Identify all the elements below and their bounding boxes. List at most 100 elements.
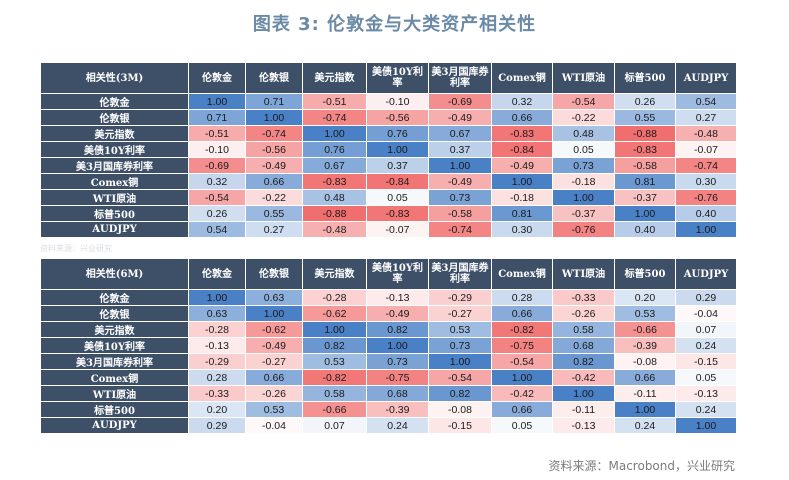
table-row: AUDJPY 0.54 0.27 -0.48 -0.07 -0.74 0.30 -0.76 0.…	[40, 221, 737, 238]
column-header: Comex铜	[491, 62, 553, 94]
heatmap-cell: 1.00	[675, 221, 737, 238]
row-label: 伦敦金	[40, 289, 189, 306]
column-header: 伦敦金	[188, 62, 246, 94]
heatmap-cell: 0.53	[614, 305, 676, 322]
heatmap-cell: -0.75	[366, 369, 429, 386]
heatmap-cell: 0.66	[245, 369, 303, 386]
heatmap-cell: 1.00	[428, 353, 492, 370]
heatmap-cell: -0.88	[614, 125, 676, 142]
heatmap-cell: 1.00	[491, 173, 553, 190]
matrix-title: 相关性(3M)	[40, 62, 189, 94]
heatmap-cell: 0.81	[491, 205, 553, 222]
heatmap-cell: -0.56	[245, 141, 303, 158]
row-label: 美元指数	[40, 125, 189, 142]
heatmap-cell: 0.05	[366, 189, 429, 206]
heatmap-cell: 1.00	[614, 401, 676, 418]
heatmap-cell: 0.68	[552, 337, 615, 354]
heatmap-cell: -0.08	[428, 401, 492, 418]
heatmap-cell: -0.58	[428, 205, 492, 222]
row-label: 标普500	[40, 205, 189, 222]
row-label: 伦敦银	[40, 305, 189, 322]
table-row: 美元指数 -0.51 -0.74 1.00 0.76 0.67 -0.83 0.48 -0.88…	[40, 125, 737, 142]
matrix-title: 相关性(6M)	[40, 258, 189, 290]
heatmap-cell: 1.00	[188, 93, 246, 110]
heatmap-cell: 0.58	[552, 321, 615, 338]
heatmap-cell: -0.74	[245, 125, 303, 142]
row-label: AUDJPY	[40, 417, 189, 434]
heatmap-cell: -0.27	[428, 305, 492, 322]
heatmap-cell: -0.26	[245, 385, 303, 402]
heatmap-cell: -0.33	[552, 289, 615, 306]
heatmap-cell: -0.49	[245, 157, 303, 174]
heatmap-cell: -0.04	[245, 417, 303, 434]
heatmap-cell: -0.49	[428, 109, 492, 126]
row-label: 美元指数	[40, 321, 189, 338]
heatmap-cell: -0.07	[366, 221, 429, 238]
heatmap-cell: -0.69	[428, 93, 492, 110]
heatmap-cell: -0.49	[366, 305, 429, 322]
heatmap-cell: -0.39	[366, 401, 429, 418]
row-label: 伦敦金	[40, 93, 189, 110]
heatmap-cell: 0.66	[491, 109, 553, 126]
heatmap-cell: -0.11	[552, 401, 615, 418]
heatmap-cell: -0.74	[675, 157, 737, 174]
heatmap-cell: 0.82	[552, 353, 615, 370]
heatmap-cell: 0.73	[552, 157, 615, 174]
column-header: 美3月国库券利率	[428, 258, 492, 290]
column-header: 美债10Y利率	[366, 258, 429, 290]
row-label: Comex铜	[40, 369, 189, 386]
heatmap-cell: -0.08	[614, 353, 676, 370]
row-label: 美3月国库券利率	[40, 157, 189, 174]
heatmap-cell: -0.10	[188, 141, 246, 158]
heatmap-cell: 0.30	[675, 173, 737, 190]
column-header: AUDJPY	[675, 258, 737, 290]
heatmap-cell: 1.00	[366, 141, 429, 158]
heatmap-cell: 1.00	[428, 157, 492, 174]
heatmap-cell: 0.73	[428, 189, 492, 206]
heatmap-cell: -0.49	[245, 337, 303, 354]
heatmap-cell: -0.22	[552, 109, 615, 126]
heatmap-cell: -0.54	[552, 93, 615, 110]
heatmap-cell: 0.66	[614, 369, 676, 386]
row-label: 伦敦银	[40, 109, 189, 126]
heatmap-cell: 0.05	[675, 369, 737, 386]
heatmap-cell: 0.24	[614, 417, 676, 434]
heatmap-cell: 0.66	[491, 401, 553, 418]
heatmap-cell: -0.51	[188, 125, 246, 142]
heatmap-cell: -0.27	[245, 353, 303, 370]
heatmap-cell: -0.66	[614, 321, 676, 338]
heatmap-cell: 0.20	[614, 289, 676, 306]
heatmap-cell: 0.48	[302, 189, 367, 206]
row-label: WTI原油	[40, 189, 189, 206]
heatmap-cell: 0.27	[675, 109, 737, 126]
heatmap-cell: 0.27	[245, 221, 303, 238]
column-header: 美债10Y利率	[366, 62, 429, 94]
heatmap-cell: -0.48	[675, 125, 737, 142]
heatmap-cell: -0.84	[491, 141, 553, 158]
heatmap-cell: -0.54	[428, 369, 492, 386]
heatmap-cell: -0.13	[552, 417, 615, 434]
heatmap-cell: 0.76	[366, 125, 429, 142]
heatmap-cell: -0.39	[614, 337, 676, 354]
heatmap-cell: -0.83	[614, 141, 676, 158]
heatmap-cell: 0.73	[428, 337, 492, 354]
heatmap-cell: -0.54	[491, 353, 553, 370]
heatmap-cell: 0.07	[675, 321, 737, 338]
heatmap-cell: -0.74	[302, 109, 367, 126]
heatmap-cell: -0.62	[245, 321, 303, 338]
table-row: 伦敦银 0.71 1.00 -0.74 -0.56 -0.49 0.66 -0.22 0.55 0…	[40, 109, 737, 126]
heatmap-cell: -0.62	[302, 305, 367, 322]
heatmap-cell: 0.24	[366, 417, 429, 434]
heatmap-cell: -0.74	[428, 221, 492, 238]
heatmap-cell: 0.82	[302, 337, 367, 354]
heatmap-cell: 0.28	[491, 289, 553, 306]
heatmap-cell: 0.48	[552, 125, 615, 142]
table-row: AUDJPY 0.29 -0.04 0.07 0.24 -0.15 0.05 -0.13 0.2…	[40, 417, 737, 434]
row-label: Comex铜	[40, 173, 189, 190]
heatmap-cell: 0.40	[614, 221, 676, 238]
heatmap-cell: -0.84	[366, 173, 429, 190]
heatmap-cell: -0.28	[302, 289, 367, 306]
table-row: 标普500 0.20 0.53 -0.66 -0.39 -0.08 0.66 -0.11 1.0…	[40, 401, 737, 418]
heatmap-cell: -0.28	[188, 321, 246, 338]
column-header: 伦敦银	[245, 62, 303, 94]
